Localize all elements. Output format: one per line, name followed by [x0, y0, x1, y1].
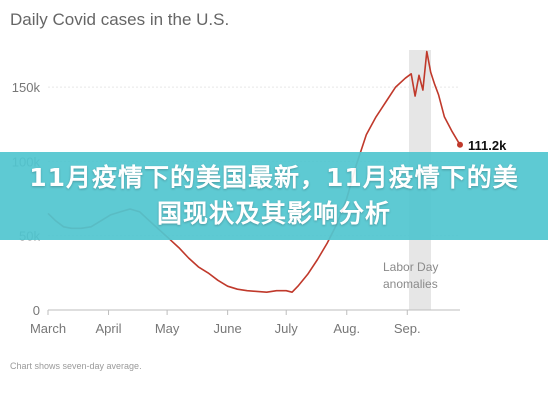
x-tick-label: Aug.	[333, 321, 360, 336]
x-tick-label: April	[96, 321, 122, 336]
x-tick-label: June	[214, 321, 242, 336]
x-tick-label: Sep.	[394, 321, 421, 336]
annotation-line-1: Labor Day	[383, 260, 438, 274]
x-tick-label: July	[275, 321, 299, 336]
annotation-line-2: anomalies	[383, 277, 438, 291]
x-tick-label: May	[155, 321, 180, 336]
end-value-label: 111.2k	[468, 138, 507, 153]
chart-title: Daily Covid cases in the U.S.	[10, 10, 229, 29]
y-tick-label: 150k	[12, 80, 41, 95]
chart-note: Chart shows seven-day average.	[10, 361, 142, 371]
end-point-dot	[457, 141, 463, 148]
x-axis-ticks: March April May June July Aug. Sep.	[30, 310, 421, 336]
y-tick-label: 0	[33, 303, 40, 318]
headline-text: 11月疫情下的美国最新，11月疫情下的美国现状及其影响分析	[29, 163, 519, 228]
headline-banner: 11月疫情下的美国最新，11月疫情下的美国现状及其影响分析	[0, 152, 548, 240]
x-tick-label: March	[30, 321, 66, 336]
